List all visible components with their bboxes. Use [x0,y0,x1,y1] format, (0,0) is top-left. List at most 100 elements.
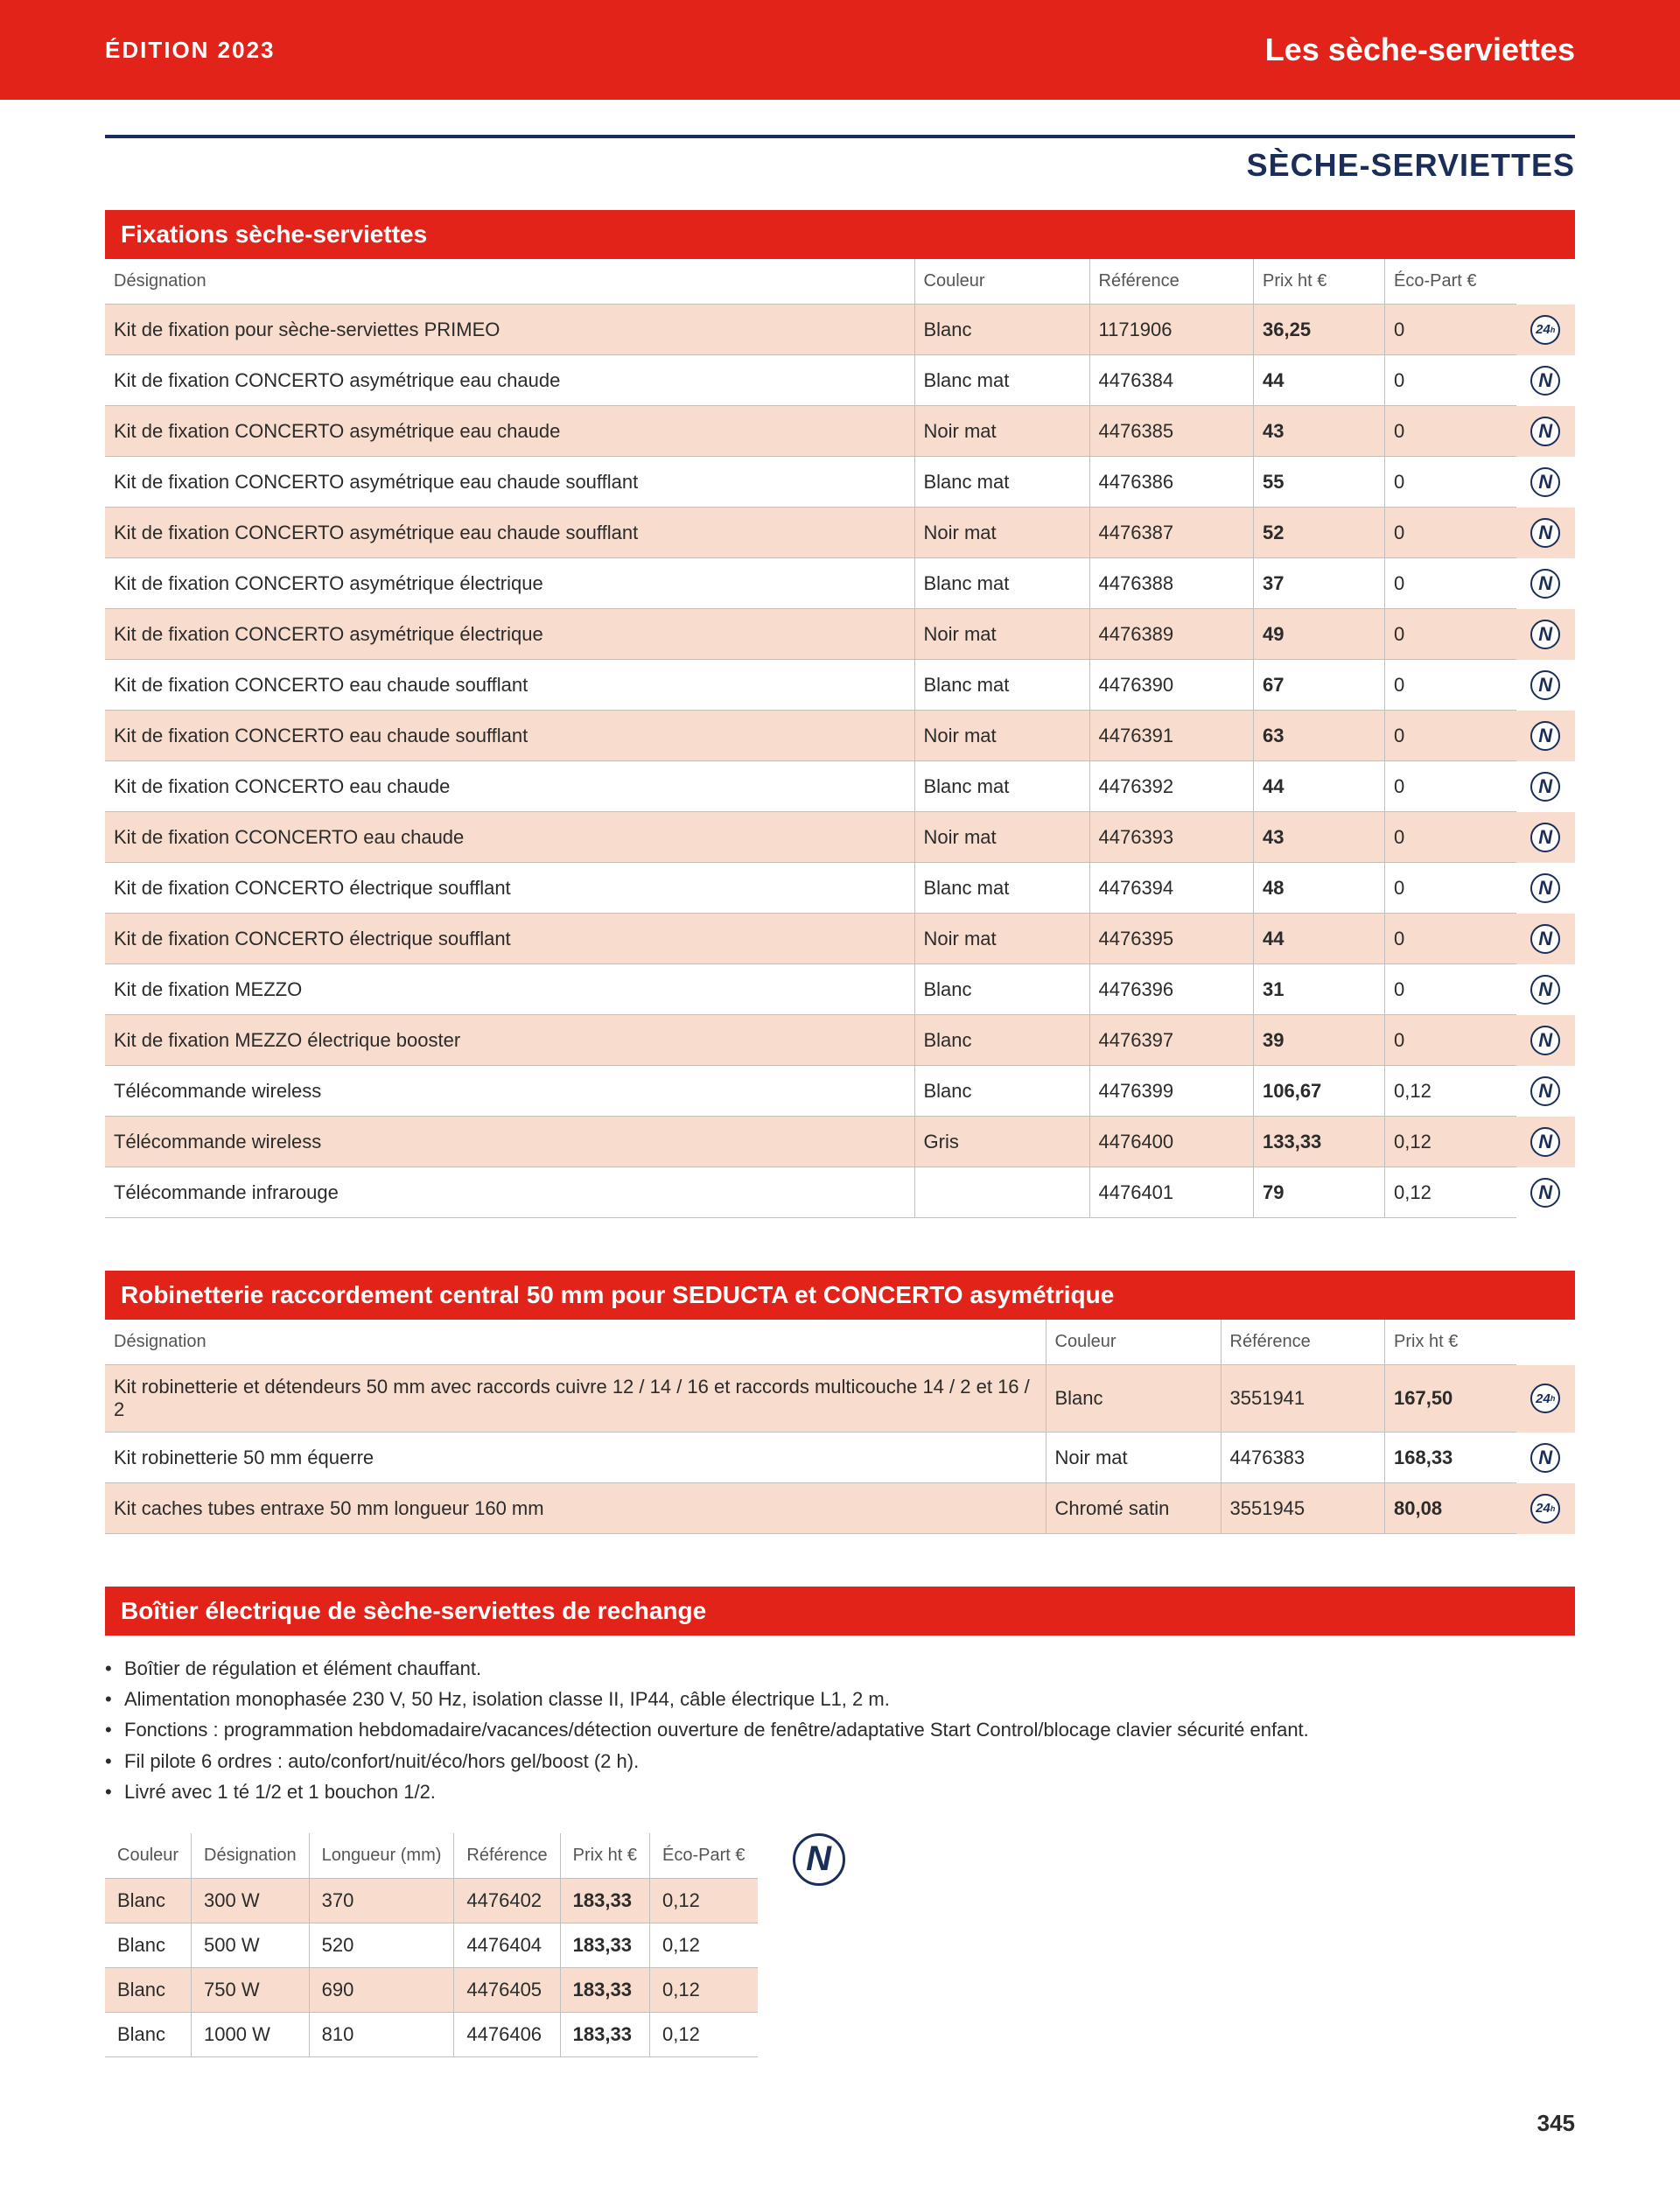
table-cell: 44 [1254,914,1385,964]
table-cell: Kit de fixation CONCERTO asymétrique éle… [105,609,914,660]
badge-cell: N [1516,863,1576,914]
table-cell: Kit caches tubes entraxe 50 mm longueur … [105,1483,1046,1534]
table-cell: 0 [1385,660,1516,711]
table-cell: Blanc [914,1015,1089,1066]
table-cell: Kit de fixation CONCERTO asymétrique éle… [105,558,914,609]
table-cell: Kit de fixation CONCERTO eau chaude souf… [105,711,914,761]
table-cell: 0,12 [650,2012,758,2056]
bullet-item: Boîtier de régulation et élément chauffa… [105,1653,1575,1684]
table-cell: 36,25 [1254,305,1385,355]
top-rule [105,135,1575,138]
badge-n-icon: N [1530,1026,1560,1055]
table-cell: 4476396 [1089,964,1254,1015]
table-cell: 167,50 [1385,1365,1516,1433]
table-cell: Blanc [105,1878,192,1923]
table-cell: 520 [309,1923,454,1967]
bullet-item: Fonctions : programmation hebdomadaire/v… [105,1714,1575,1745]
badge-cell: N [1516,558,1576,609]
column-header: Couleur [1046,1320,1221,1365]
table-cell: 67 [1254,660,1385,711]
table-cell: 80,08 [1385,1483,1516,1534]
badge-cell: 24h [1516,305,1576,355]
table-row: Kit de fixation CONCERTO eau chaude souf… [105,711,1575,761]
badge-cell: N [1516,1117,1576,1167]
table-row: Kit de fixation CONCERTO eau chaudeBlanc… [105,761,1575,812]
badge-24-icon: 24h [1530,1384,1560,1413]
table2-title-bar: Robinetterie raccordement central 50 mm … [105,1271,1575,1320]
table-cell: 4476395 [1089,914,1254,964]
boitier-table: CouleurDésignationLongueur (mm)Référence… [105,1833,758,2057]
table-cell: 0,12 [1385,1167,1516,1218]
table-cell: 37 [1254,558,1385,609]
badge-cell: N [1516,1015,1576,1066]
table-row: Kit de fixation pour sèche-serviettes PR… [105,305,1575,355]
table-cell: 4476402 [454,1878,560,1923]
robinetterie-table: DésignationCouleurRéférencePrix ht €Kit … [105,1320,1575,1534]
table-cell: Kit de fixation CONCERTO électrique souf… [105,914,914,964]
table-cell: Kit robinetterie 50 mm équerre [105,1433,1046,1483]
table-cell: 63 [1254,711,1385,761]
table-cell: 4476406 [454,2012,560,2056]
table-cell: 0 [1385,406,1516,457]
table-row: Kit robinetterie et détendeurs 50 mm ave… [105,1365,1575,1433]
table-cell: 168,33 [1385,1433,1516,1483]
table-cell: Kit de fixation CONCERTO asymétrique eau… [105,406,914,457]
table-cell: 690 [309,1967,454,2012]
table-cell: 500 W [192,1923,310,1967]
table-row: Blanc500 W5204476404183,330,12 [105,1923,758,1967]
badge-cell: N [1516,609,1576,660]
badge-cell: N [1516,660,1576,711]
table-cell: 0 [1385,355,1516,406]
section-title-row: SÈCHE-SERVIETTES [105,147,1575,184]
table-cell: 4476393 [1089,812,1254,863]
table-cell: Blanc [914,305,1089,355]
table-cell: 0 [1385,812,1516,863]
table-cell [914,1167,1089,1218]
badge-cell: N [1516,406,1576,457]
table-row: Télécommande wirelessGris4476400133,330,… [105,1117,1575,1167]
badge-n-icon: N [1530,417,1560,446]
table-cell: 0 [1385,558,1516,609]
page-number: 345 [105,2110,1575,2137]
badge-cell: N [1516,508,1576,558]
table-cell: 183,33 [560,2012,649,2056]
table-cell: 0 [1385,508,1516,558]
badge-cell: N [1516,761,1576,812]
table-cell: 0 [1385,1015,1516,1066]
table-cell: Blanc [914,964,1089,1015]
table-cell: Kit de fixation CONCERTO asymétrique eau… [105,355,914,406]
table-cell: 106,67 [1254,1066,1385,1117]
table-cell: 4476385 [1089,406,1254,457]
table-cell: 1000 W [192,2012,310,2056]
table-row: Kit de fixation CONCERTO électrique souf… [105,914,1575,964]
table-cell: 3551941 [1221,1365,1385,1433]
table-cell: 44 [1254,761,1385,812]
table-row: Kit de fixation CONCERTO électrique souf… [105,863,1575,914]
table-cell: 0 [1385,305,1516,355]
table-cell: Gris [914,1117,1089,1167]
table-cell: Kit de fixation CONCERTO asymétrique eau… [105,508,914,558]
badge-n-icon: N [1530,569,1560,599]
table-row: Télécommande wirelessBlanc4476399106,670… [105,1066,1575,1117]
table-row: Blanc1000 W8104476406183,330,12 [105,2012,758,2056]
table-cell: 0 [1385,457,1516,508]
table-cell: Blanc mat [914,761,1089,812]
badge-n-icon: N [1530,975,1560,1005]
column-header: Référence [1089,259,1254,305]
table-cell: 4476400 [1089,1117,1254,1167]
badge-cell: N [1516,711,1576,761]
table-cell: Blanc [1046,1365,1221,1433]
badge-cell: 24h [1516,1365,1576,1433]
table-row: Kit de fixation CONCERTO eau chaude souf… [105,660,1575,711]
badge-cell: N [1516,812,1576,863]
table-row: Kit robinetterie 50 mm équerreNoir mat44… [105,1433,1575,1483]
page-header: ÉDITION 2023 Les sèche-serviettes [0,0,1680,100]
table-cell: 0 [1385,761,1516,812]
table-cell: 133,33 [1254,1117,1385,1167]
column-header: Désignation [192,1833,310,1879]
table-cell: 750 W [192,1967,310,2012]
badge-cell: N [1516,1066,1576,1117]
table-cell: 4476397 [1089,1015,1254,1066]
table-cell: 44 [1254,355,1385,406]
table-row: Télécommande infrarouge4476401790,12N [105,1167,1575,1218]
